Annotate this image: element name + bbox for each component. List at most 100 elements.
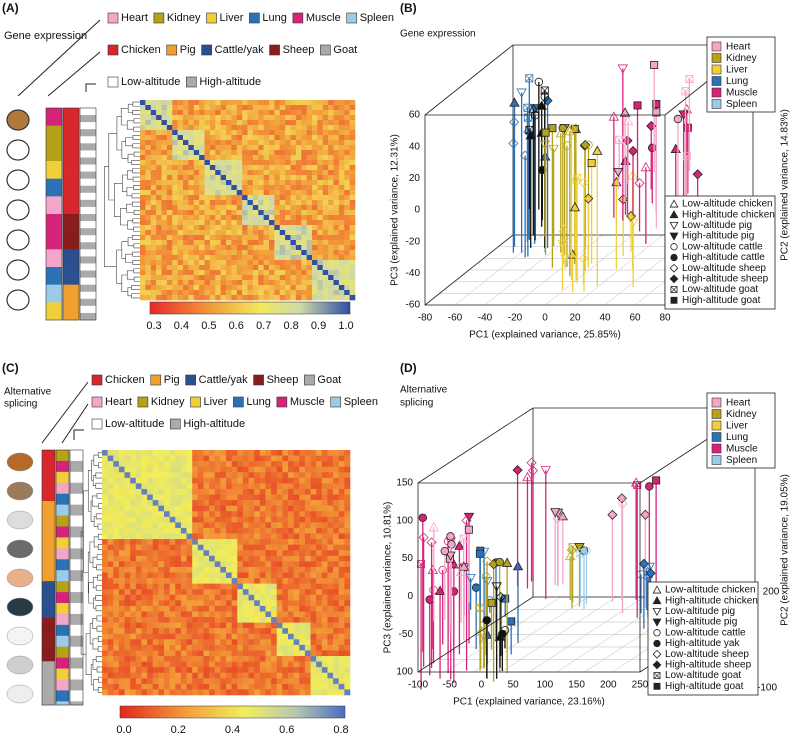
heatmap-cell xyxy=(220,667,226,673)
heatmap-cell xyxy=(164,600,170,606)
heatmap-cell xyxy=(113,528,119,534)
legend-label: Low-altitude xyxy=(121,76,180,88)
heatmap-cell xyxy=(311,662,317,668)
heatmap-cell xyxy=(339,534,345,540)
heatmap-cell xyxy=(113,506,119,512)
heatmap-cell xyxy=(145,210,151,215)
heatmap-cell xyxy=(175,478,181,484)
legend-label: Goat xyxy=(317,374,341,386)
heatmap-cell xyxy=(203,684,209,690)
annotation-cell xyxy=(42,516,55,520)
heatmap-cell xyxy=(282,567,288,573)
heatmap-cell xyxy=(113,561,119,567)
heatmap-cell xyxy=(232,517,238,523)
heatmap-cell xyxy=(282,600,288,606)
point-marker xyxy=(651,61,658,68)
annotation-cell xyxy=(42,647,55,651)
heatmap-cell xyxy=(232,623,238,629)
heatmap-cell xyxy=(288,534,294,540)
heatmap-cell xyxy=(192,550,198,556)
heatmap-cell xyxy=(167,110,173,115)
heatmap-cell xyxy=(194,225,200,230)
heatmap-cell xyxy=(205,235,211,240)
heatmap-cell xyxy=(108,667,114,673)
heatmap-cell xyxy=(113,534,119,540)
heatmap-cell xyxy=(108,595,114,601)
heatmap-cell xyxy=(170,684,176,690)
heatmap-cell xyxy=(158,611,164,617)
annotation-cell xyxy=(80,154,96,158)
heatmap-cell xyxy=(203,472,209,478)
heatmap-cell xyxy=(226,600,232,606)
heatmap-cell xyxy=(237,617,243,623)
heatmap-cell xyxy=(258,180,264,185)
heatmap-cell xyxy=(334,280,340,285)
colorbar-tick-label: 0.6 xyxy=(229,320,244,332)
heatmap-cell xyxy=(108,611,114,617)
heatmap-cell xyxy=(344,230,350,235)
heatmap-cell xyxy=(175,689,181,695)
annotation-cell xyxy=(56,537,69,541)
heatmap-cell xyxy=(221,205,227,210)
heatmap-cell xyxy=(282,645,288,651)
annotation-cell xyxy=(63,221,79,225)
heatmap-cell xyxy=(147,617,153,623)
heatmap-cell xyxy=(125,478,131,484)
heatmap-cell xyxy=(258,160,264,165)
heatmap-cell xyxy=(221,160,227,165)
heatmap-cell xyxy=(334,185,340,190)
heatmap-cell xyxy=(299,511,305,517)
heatmap-cell xyxy=(181,522,187,528)
heatmap-cell xyxy=(102,483,108,489)
heatmap-cell xyxy=(147,584,153,590)
x-tick-label: -50 xyxy=(442,680,457,691)
heatmap-cell xyxy=(311,500,317,506)
heatmap-cell xyxy=(136,461,142,467)
heatmap-cell xyxy=(260,684,266,690)
heatmap-cell xyxy=(339,567,345,573)
heatmap-cell xyxy=(277,578,283,584)
heatmap-cell xyxy=(260,511,266,517)
panel-title: Gene expression xyxy=(400,29,476,40)
annotation-cell xyxy=(42,490,55,494)
heatmap-cell xyxy=(113,489,119,495)
heatmap-cell xyxy=(125,534,131,540)
heatmap-cell xyxy=(242,185,248,190)
heatmap-cell xyxy=(175,550,181,556)
heatmap-cell xyxy=(253,120,259,125)
x-tick-label: 100 xyxy=(537,680,554,691)
heatmap-cell xyxy=(153,645,159,651)
heatmap-cell xyxy=(305,495,311,501)
heatmap-cell xyxy=(258,110,264,115)
heatmap-cell xyxy=(249,511,255,517)
heatmap-cell xyxy=(221,135,227,140)
heatmap-cell xyxy=(203,528,209,534)
heatmap-cell xyxy=(265,573,271,579)
heatmap-cell xyxy=(301,165,307,170)
heatmap-cell xyxy=(147,567,153,573)
heatmap-cell xyxy=(237,175,243,180)
heatmap-cell xyxy=(102,595,108,601)
heatmap-cell xyxy=(167,185,173,190)
heatmap-cell xyxy=(254,500,260,506)
heatmap-cell xyxy=(226,656,232,662)
x-tick-label: 80 xyxy=(659,313,671,324)
heatmap-cell xyxy=(194,230,200,235)
heatmap-cell xyxy=(158,623,164,629)
heatmap-cell xyxy=(288,589,294,595)
heatmap-cell xyxy=(164,623,170,629)
annotation-cell xyxy=(46,260,62,264)
heatmap-cell xyxy=(316,561,322,567)
heatmap-cell xyxy=(141,467,147,473)
heatmap-cell xyxy=(249,650,255,656)
heatmap-cell xyxy=(294,545,300,551)
heatmap-cell xyxy=(162,265,168,270)
heatmap-cell xyxy=(108,483,114,489)
heatmap-cell xyxy=(145,170,151,175)
heatmap-cell xyxy=(108,645,114,651)
heatmap-cell xyxy=(277,645,283,651)
heatmap-cell xyxy=(156,135,162,140)
heatmap-cell xyxy=(203,617,209,623)
heatmap-cell xyxy=(209,500,215,506)
annotation-cell xyxy=(42,607,55,611)
